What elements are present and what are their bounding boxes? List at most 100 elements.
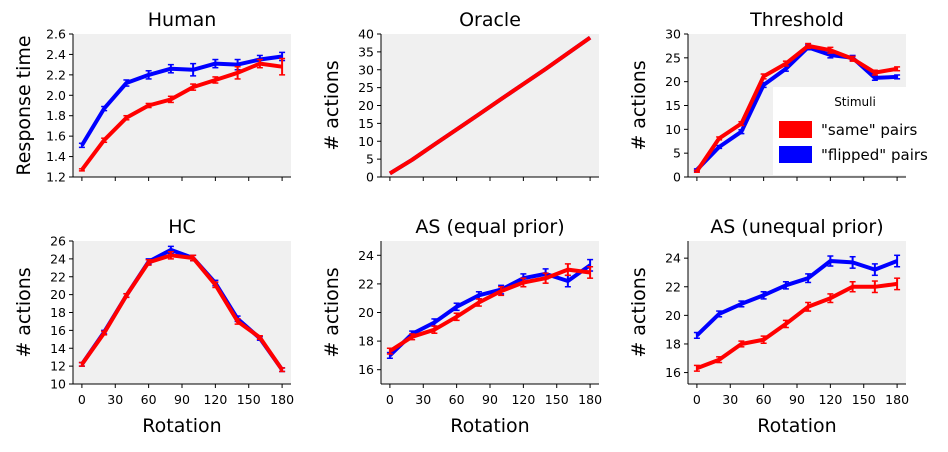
- y-tick-label: 16: [50, 323, 66, 338]
- x-tick-label: 150: [852, 392, 876, 407]
- chart-title: AS (equal prior): [415, 216, 564, 238]
- y-tick-label: 26: [50, 234, 66, 249]
- series-line: [388, 35, 592, 176]
- y-axis-label: # actions: [628, 267, 650, 357]
- y-tick-label: 14: [50, 341, 66, 356]
- y-tick-label: 25: [665, 50, 681, 65]
- y-tick-label: 18: [665, 336, 681, 351]
- y-tick-label: 20: [50, 287, 66, 302]
- x-tick-label: 150: [545, 392, 569, 407]
- chart-panel-1: 1.2 1.4 1.6 1.8 2.0 2.2 2.4 2.6 Human Response ti…: [13, 9, 291, 185]
- chart-title: AS (unequal prior): [710, 216, 883, 238]
- x-tick-label: 30: [415, 392, 431, 407]
- y-tick-label: 22: [50, 269, 66, 284]
- x-tick-label: 120: [818, 392, 842, 407]
- legend: Stimuli "same" pairs "flipped" pairs: [773, 87, 943, 175]
- y-tick-label: 20: [665, 74, 681, 89]
- series-same: [78, 57, 286, 172]
- chart-title: Oracle: [459, 9, 521, 31]
- y-tick-label: 22: [358, 276, 374, 291]
- x-axis-label: Rotation: [450, 415, 529, 437]
- x-tick-label: 60: [756, 392, 772, 407]
- x-tick-label: 180: [885, 392, 909, 407]
- series-same: [693, 277, 901, 372]
- x-tick-label: 60: [449, 392, 465, 407]
- y-tick-label: 30: [665, 27, 681, 42]
- y-tick-label: 0: [673, 170, 681, 185]
- chart-panel-5: 16 18 20 22 24 0 30 60 90 120 150 180 AS (equal prio…: [321, 216, 602, 437]
- chart-title: HC: [168, 216, 196, 238]
- x-tick-label: 30: [722, 392, 738, 407]
- x-tick-label: 180: [578, 392, 602, 407]
- series-line: [696, 281, 898, 371]
- series-line: [80, 61, 283, 172]
- x-tick-label: 0: [386, 392, 394, 407]
- y-tick-label: 15: [358, 116, 374, 131]
- y-tick-label: 2.2: [46, 67, 66, 82]
- legend-title: Stimuli: [834, 95, 876, 109]
- legend-swatch: [779, 146, 812, 163]
- y-tick-label: 12: [50, 359, 66, 374]
- y-tick-label: 16: [665, 365, 681, 380]
- y-tick-label: 18: [358, 334, 374, 349]
- y-tick-label: 40: [358, 27, 374, 42]
- plot-area: [381, 241, 599, 384]
- plot-area: [73, 241, 291, 384]
- legend-label: "flipped" pairs: [821, 146, 928, 164]
- legend-swatch: [779, 121, 812, 138]
- y-tick-label: 1.4: [46, 149, 66, 164]
- series-line: [695, 259, 898, 337]
- y-tick-label: 5: [673, 146, 681, 161]
- chart-panel-2: 0 5 10 15 20 25 30 35 40 Oracle # actions: [321, 9, 599, 185]
- y-axis-label: # actions: [321, 60, 343, 150]
- legend-label: "same" pairs: [821, 121, 917, 139]
- y-tick-label: 2.4: [46, 47, 66, 62]
- x-tick-label: 0: [693, 392, 701, 407]
- series-same: [78, 250, 286, 373]
- y-tick-label: 18: [50, 305, 66, 320]
- chart-title: Threshold: [749, 9, 844, 31]
- x-tick-label: 90: [482, 392, 498, 407]
- y-tick-label: 15: [665, 98, 681, 113]
- y-tick-label: 35: [358, 44, 374, 59]
- y-axis-label: # actions: [628, 60, 650, 150]
- chart-panel-6: 16 18 20 22 24 0 30 60 90 120 150 180 AS (unequal pr…: [628, 216, 909, 437]
- y-tick-label: 2.6: [46, 27, 66, 42]
- y-tick-label: 20: [358, 305, 374, 320]
- y-axis-label: # actions: [13, 267, 35, 357]
- y-tick-label: 20: [358, 98, 374, 113]
- series-flipped: [78, 51, 286, 149]
- y-tick-label: 24: [50, 251, 66, 266]
- y-tick-label: 5: [366, 152, 374, 167]
- series-line: [80, 253, 284, 371]
- x-axis-label: Rotation: [142, 415, 221, 437]
- y-axis-label: Response time: [13, 35, 35, 175]
- series-line: [388, 263, 592, 357]
- x-tick-label: 90: [789, 392, 805, 407]
- x-axis-label: Rotation: [757, 415, 836, 437]
- x-tick-label: 150: [237, 392, 261, 407]
- y-tick-label: 10: [665, 122, 681, 137]
- series-line: [695, 43, 898, 173]
- x-tick-label: 30: [107, 392, 123, 407]
- x-tick-label: 60: [141, 392, 157, 407]
- series-flipped: [693, 254, 901, 339]
- x-tick-label: 180: [270, 392, 294, 407]
- series-line: [388, 267, 591, 353]
- series-same: [386, 263, 594, 355]
- y-tick-label: 24: [358, 248, 374, 263]
- y-tick-label: 22: [665, 279, 681, 294]
- y-tick-label: 30: [358, 62, 374, 77]
- x-tick-label: 120: [203, 392, 227, 407]
- y-tick-label: 16: [358, 362, 374, 377]
- y-tick-label: 2.0: [46, 88, 66, 103]
- y-tick-label: 24: [665, 251, 681, 266]
- y-tick-label: 10: [358, 134, 374, 149]
- y-tick-label: 1.2: [46, 170, 66, 185]
- y-tick-label: 0: [366, 170, 374, 185]
- y-tick-label: 1.8: [46, 108, 66, 123]
- chart-title: Human: [148, 9, 217, 31]
- series-same: [388, 35, 592, 176]
- x-tick-label: 0: [78, 392, 86, 407]
- y-axis-label: # actions: [321, 267, 343, 357]
